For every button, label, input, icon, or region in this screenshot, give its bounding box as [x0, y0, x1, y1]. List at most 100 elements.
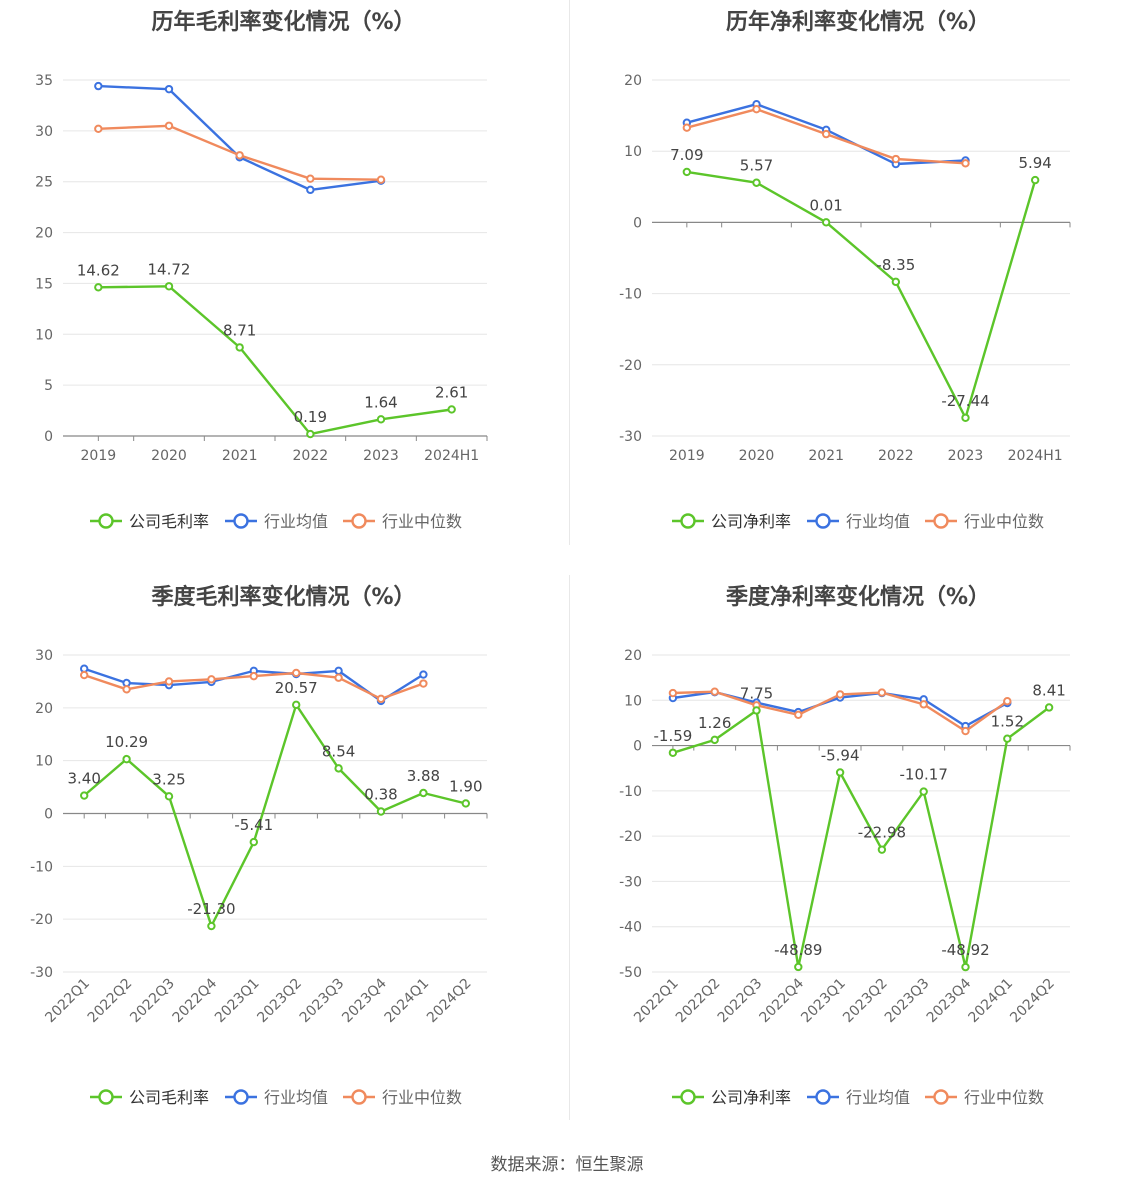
data-point-company[interactable]: [752, 178, 761, 187]
data-point-avg[interactable]: [419, 670, 428, 679]
x-tick-label: 2022Q2: [85, 976, 136, 1027]
data-point-median[interactable]: [919, 700, 928, 709]
data-point-median[interactable]: [961, 726, 970, 736]
data-point-median[interactable]: [376, 694, 386, 704]
legend-item-median[interactable]: 行业中位数: [925, 1088, 1044, 1107]
data-point-median[interactable]: [821, 129, 831, 139]
data-point-company[interactable]: [447, 405, 456, 414]
data-point-median[interactable]: [419, 679, 428, 688]
data-point-company[interactable]: [334, 764, 343, 773]
series-line-company: [83, 703, 467, 928]
data-point-median[interactable]: [1003, 696, 1012, 706]
legend-marker: [680, 1089, 696, 1105]
data-point-median[interactable]: [306, 174, 315, 183]
data-point-company[interactable]: [877, 845, 887, 854]
data-point-company[interactable]: [164, 282, 174, 291]
legend-item-avg[interactable]: 行业均值: [225, 1088, 328, 1107]
data-point-median[interactable]: [891, 154, 901, 164]
data-point-company[interactable]: [164, 792, 174, 801]
data-point-median[interactable]: [122, 685, 131, 694]
data-point-company[interactable]: [235, 343, 244, 352]
data-point-median[interactable]: [207, 675, 216, 684]
data-point-company[interactable]: [668, 748, 678, 757]
data-label: 7.09: [670, 146, 703, 164]
data-point-median[interactable]: [249, 671, 259, 681]
data-point-median[interactable]: [292, 668, 301, 678]
legend-item-company[interactable]: 公司净利率: [672, 1088, 791, 1107]
quarterly-net-margin-chart: -50-40-30-20-10010202022Q12022Q22022Q320…: [619, 648, 1071, 1107]
x-tick-label: 2023Q1: [212, 976, 263, 1027]
data-point-company[interactable]: [891, 277, 901, 287]
legend-item-company[interactable]: 公司净利率: [672, 512, 791, 531]
legend-item-median[interactable]: 行业中位数: [925, 512, 1044, 531]
y-tick-label: 10: [624, 693, 642, 709]
data-point-median[interactable]: [376, 175, 386, 184]
data-label: 8.41: [1032, 681, 1065, 699]
data-point-company[interactable]: [207, 921, 216, 931]
x-tick-label: 2022Q2: [673, 976, 724, 1027]
data-point-median[interactable]: [164, 677, 174, 686]
data-label: -5.94: [821, 746, 860, 764]
data-point-company[interactable]: [682, 167, 692, 177]
data-point-median[interactable]: [334, 673, 343, 682]
data-point-median[interactable]: [682, 123, 692, 132]
chart-title: 季度净利率变化情况（%）: [725, 585, 991, 610]
legend-marker: [815, 513, 831, 529]
data-point-company[interactable]: [461, 799, 470, 808]
y-tick-label: -30: [30, 965, 53, 981]
y-tick-label: 10: [624, 144, 642, 160]
data-point-company[interactable]: [376, 415, 386, 424]
data-point-company[interactable]: [961, 962, 970, 972]
legend-item-company[interactable]: 公司毛利率: [90, 1088, 209, 1107]
y-tick-label: -50: [619, 965, 642, 981]
x-tick-label: 2019: [669, 448, 705, 464]
data-point-median[interactable]: [752, 104, 761, 114]
legend-item-avg[interactable]: 行业均值: [807, 512, 910, 531]
data-point-company[interactable]: [249, 837, 259, 847]
data-point-company[interactable]: [80, 791, 89, 800]
y-tick-label: 5: [44, 378, 53, 394]
data-point-company[interactable]: [919, 787, 928, 796]
data-label: 8.71: [223, 321, 256, 339]
data-point-avg[interactable]: [306, 185, 315, 195]
data-point-median[interactable]: [668, 688, 678, 698]
data-point-company[interactable]: [821, 218, 831, 227]
y-tick-label: 0: [633, 739, 642, 755]
data-point-company[interactable]: [1003, 734, 1012, 743]
legend-marker: [351, 513, 367, 529]
legend-item-avg[interactable]: 行业均值: [807, 1088, 910, 1107]
y-tick-label: 20: [35, 226, 53, 242]
legend-item-median[interactable]: 行业中位数: [343, 512, 462, 531]
data-point-avg[interactable]: [94, 81, 103, 91]
data-point-avg[interactable]: [334, 666, 343, 676]
data-point-company[interactable]: [961, 413, 970, 422]
data-label: -10.17: [900, 766, 948, 784]
data-point-company[interactable]: [376, 807, 386, 816]
data-point-avg[interactable]: [164, 84, 174, 94]
data-point-median[interactable]: [94, 124, 103, 134]
data-point-company[interactable]: [1044, 703, 1054, 712]
data-point-company[interactable]: [794, 962, 803, 972]
data-point-median[interactable]: [164, 121, 174, 130]
data-point-median[interactable]: [961, 159, 970, 168]
data-point-company[interactable]: [419, 788, 428, 798]
data-point-median[interactable]: [710, 687, 719, 696]
data-point-company[interactable]: [94, 283, 103, 292]
legend-item-company[interactable]: 公司毛利率: [90, 512, 209, 531]
data-point-median[interactable]: [794, 710, 803, 719]
data-point-company[interactable]: [122, 754, 131, 764]
data-point-company[interactable]: [752, 706, 761, 715]
legend-item-median[interactable]: 行业中位数: [343, 1088, 462, 1107]
legend-label: 行业中位数: [964, 1088, 1044, 1107]
data-point-company[interactable]: [1030, 175, 1040, 185]
data-point-company[interactable]: [306, 429, 315, 439]
data-point-median[interactable]: [835, 690, 845, 699]
data-point-company[interactable]: [835, 768, 845, 777]
legend-item-avg[interactable]: 行业均值: [225, 512, 328, 531]
data-point-company[interactable]: [292, 700, 301, 710]
data-point-company[interactable]: [710, 735, 719, 745]
data-point-median[interactable]: [235, 151, 244, 160]
x-tick-label: 2023: [363, 448, 399, 464]
data-point-median[interactable]: [80, 670, 89, 680]
data-point-median[interactable]: [877, 688, 887, 697]
